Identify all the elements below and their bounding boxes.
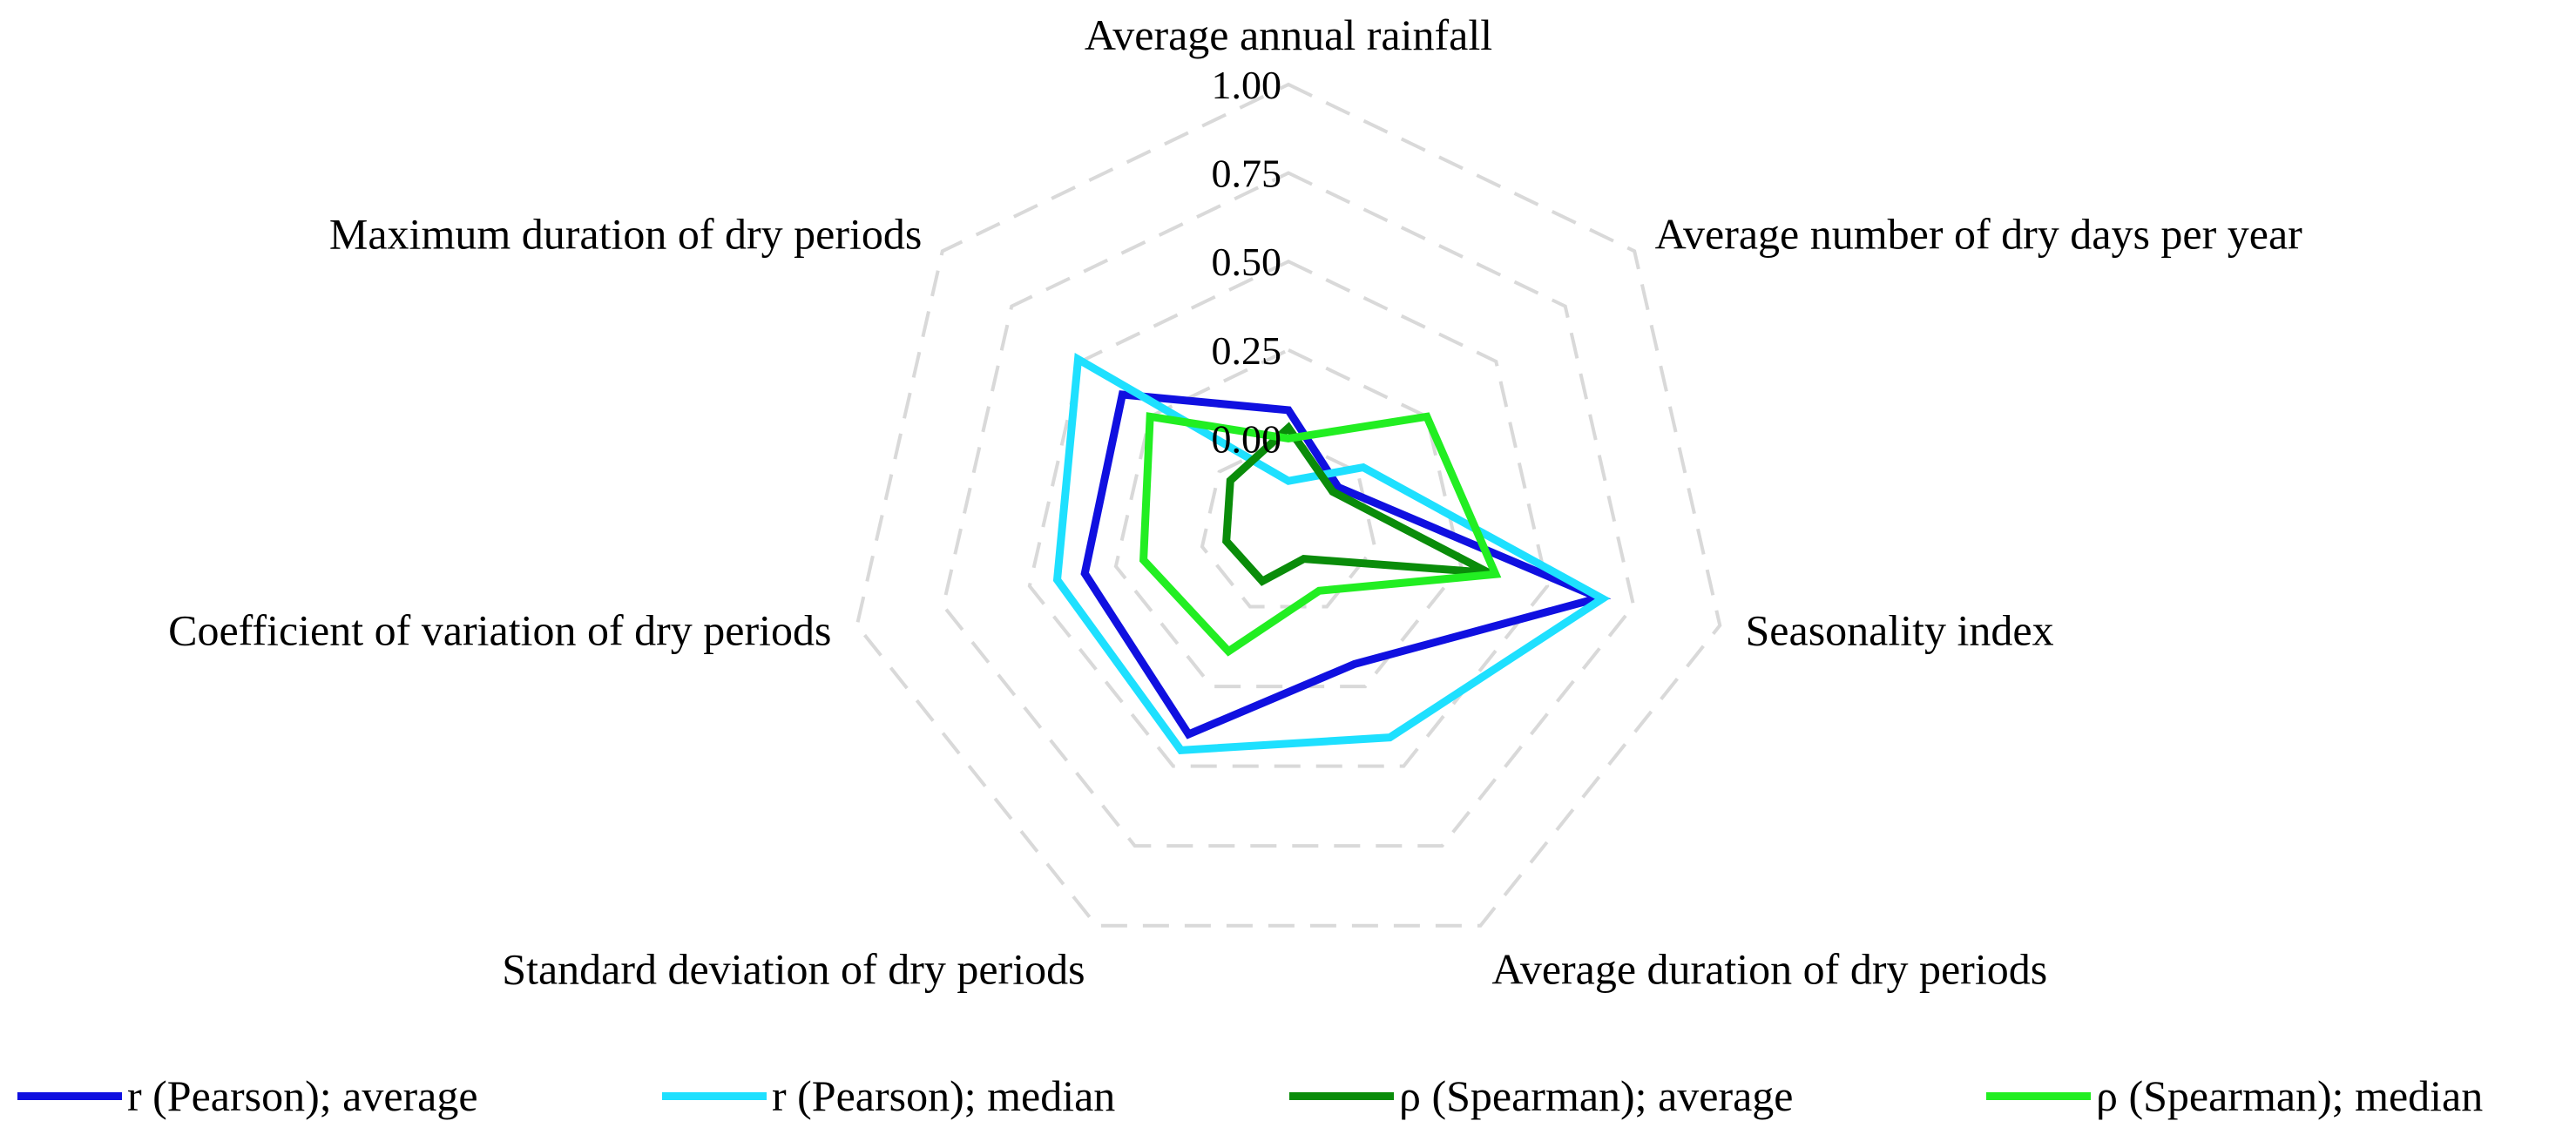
legend-item: ρ (Spearman); median xyxy=(1986,1061,2483,1131)
legend: r (Pearson); average r (Pearson); median ρ… xyxy=(0,1061,2576,1131)
radar-series xyxy=(1052,353,1612,754)
axis-label: Average duration of dry periods xyxy=(1491,945,2047,994)
tick-label: 0.25 xyxy=(1212,328,1282,373)
grid-ring-5 xyxy=(855,82,1722,928)
legend-label: ρ (Spearman); median xyxy=(2096,1071,2484,1120)
axis-label: Seasonality index xyxy=(1746,606,2054,655)
tick-label: 1.00 xyxy=(1212,63,1282,107)
series-line-1 xyxy=(1052,353,1611,754)
axis-label: Coefficient of variation of dry periods xyxy=(168,606,831,655)
grid-ring-2 xyxy=(1113,348,1464,689)
legend-item: r (Pearson); median xyxy=(662,1061,1115,1131)
axis-label: Maximum duration of dry periods xyxy=(329,210,922,259)
legend-item: r (Pearson); average xyxy=(17,1061,478,1131)
series-line-0 xyxy=(1080,390,1612,739)
series-line-2 xyxy=(1222,422,1491,586)
tick-label: 0.75 xyxy=(1212,152,1282,196)
axis-label: Standard deviation of dry periods xyxy=(502,945,1085,994)
legend-item: ρ (Spearman); average xyxy=(1289,1061,1794,1131)
legend-swatch xyxy=(1986,1091,2091,1100)
legend-swatch xyxy=(1289,1091,1394,1100)
axis-label: Average number of dry days per year xyxy=(1655,210,2303,259)
grid-ring-4 xyxy=(941,171,1636,848)
radar-grid xyxy=(855,82,1722,928)
legend-label: ρ (Spearman); average xyxy=(1399,1071,1794,1120)
series-line-3 xyxy=(1139,412,1502,657)
legend-label: r (Pearson); average xyxy=(127,1071,478,1120)
legend-swatch xyxy=(17,1091,122,1100)
tick-label: 0.50 xyxy=(1212,240,1282,284)
legend-label: r (Pearson); median xyxy=(772,1071,1116,1120)
legend-swatch xyxy=(662,1091,767,1100)
axis-label: Average annual rainfall xyxy=(1085,10,1492,59)
axis-labels: Average annual rainfall Average number of… xyxy=(168,10,2302,994)
tick-label: 0.00 xyxy=(1212,416,1282,461)
radar-chart: 0.00 0.25 0.50 0.75 1.00 Average annual rain… xyxy=(168,10,2302,994)
radial-tick-labels: 0.00 0.25 0.50 0.75 1.00 xyxy=(1212,63,1282,461)
